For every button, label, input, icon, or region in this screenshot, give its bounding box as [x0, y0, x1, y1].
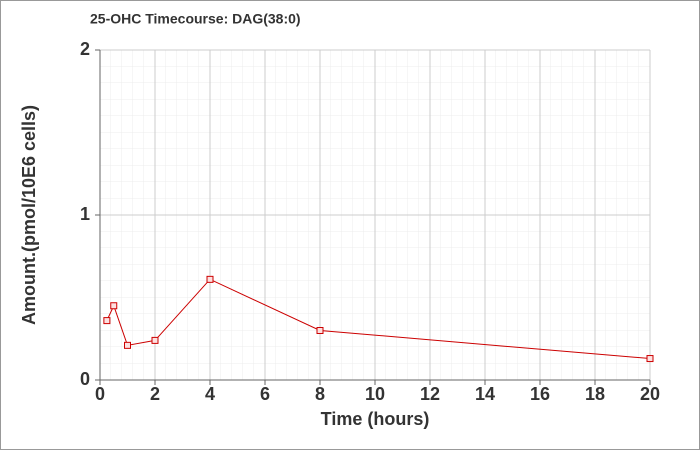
x-tick-label: 6	[260, 384, 270, 404]
chart-title: 25-OHC Timecourse: DAG(38:0)	[90, 11, 301, 27]
x-tick-label: 8	[315, 384, 325, 404]
data-point	[316, 327, 324, 334]
data-point	[151, 336, 159, 344]
x-tick-label: 4	[205, 384, 215, 404]
data-point	[646, 355, 654, 363]
x-tick-label: 10	[365, 384, 385, 404]
data-point	[206, 275, 214, 283]
x-tick-label: 14	[475, 384, 495, 404]
y-tick-label: 2	[80, 39, 90, 59]
x-tick-label: 12	[420, 384, 440, 404]
x-axis-label: Time (hours)	[321, 409, 430, 429]
x-tick-label: 18	[585, 384, 605, 404]
data-point	[103, 317, 111, 325]
x-tick-label: 2	[150, 384, 160, 404]
x-tick-label: 0	[95, 384, 105, 404]
y-tick-label: 1	[80, 204, 90, 224]
y-tick-label: 0	[80, 369, 90, 389]
y-axis-label: Amount.(pmol/10E6 cells)	[19, 105, 39, 325]
x-tick-label: 16	[530, 384, 550, 404]
x-tick-label: 20	[640, 384, 660, 404]
data-point	[110, 302, 118, 310]
data-point	[124, 341, 131, 349]
